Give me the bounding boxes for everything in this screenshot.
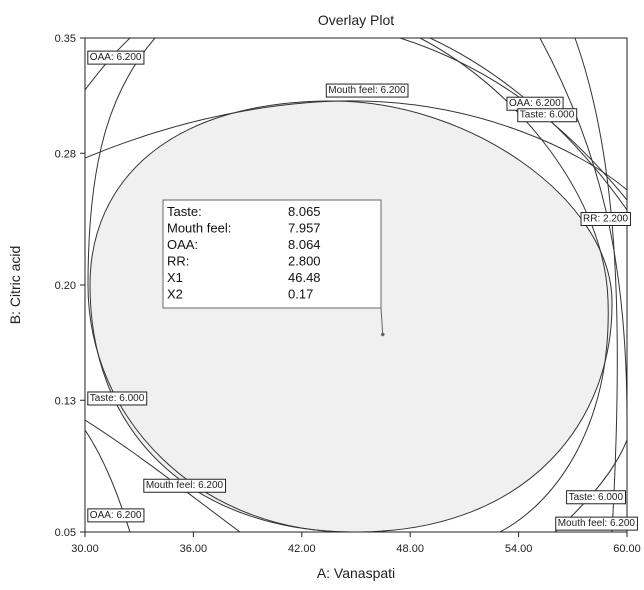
contour-label-text: OAA: 6.200 xyxy=(90,52,142,63)
info-row-value: 2.800 xyxy=(288,254,321,269)
contour-label: Mouth feel: 6.200 xyxy=(555,516,638,531)
info-row-name: X2 xyxy=(167,287,183,302)
y-tick-label: 0.28 xyxy=(55,148,76,160)
contour-rr-right xyxy=(574,38,618,532)
contour-label-text: Taste: 6.000 xyxy=(90,393,145,404)
x-tick-label: 42.00 xyxy=(288,543,316,555)
x-tick-label: 30.00 xyxy=(71,543,99,555)
info-leader-line xyxy=(380,307,384,335)
contour-label-box xyxy=(143,478,227,493)
contour-taste-ellipse xyxy=(87,38,609,532)
contour-label: Taste: 6.000 xyxy=(87,391,148,406)
selected-point-group: Taste: 8.065 Mouth feel: 7.957 OAA: 8.064 RR: 2… xyxy=(162,199,385,337)
contour-label-box xyxy=(87,391,148,406)
info-row-value: 7.957 xyxy=(288,221,321,236)
selected-point[interactable] xyxy=(380,332,385,337)
contour-label-box xyxy=(87,508,145,523)
info-row-name: Taste: xyxy=(167,204,202,219)
y-tick-label: 0.35 xyxy=(55,33,76,45)
contour-label-box xyxy=(555,516,638,531)
contour-label-text: Mouth feel: 6.200 xyxy=(558,518,636,529)
contour-label: OAA: 6.200 xyxy=(87,508,145,523)
contour-label-text: Mouth feel: 6.200 xyxy=(328,85,406,96)
x-tick-label: 36.00 xyxy=(180,543,208,555)
info-row-name: Mouth feel: xyxy=(167,221,231,236)
info-row-value: 8.065 xyxy=(288,204,321,219)
y-tick-label: 0.20 xyxy=(55,280,76,292)
y-axis: 0.05 0.13 0.20 0.28 0.35 xyxy=(55,33,85,539)
x-tick-label: 48.00 xyxy=(396,543,424,555)
contour-rr-right-2 xyxy=(539,38,627,421)
contour-label: Mouth feel: 6.200 xyxy=(325,83,409,98)
x-tick-label: 60.00 xyxy=(613,543,641,555)
y-tick-label: 0.13 xyxy=(55,395,76,407)
contour-label: Taste: 6.000 xyxy=(566,490,626,505)
contour-label: Mouth feel: 6.200 xyxy=(143,478,227,493)
x-axis: 30.00 36.00 42.00 48.00 54.00 60.00 xyxy=(71,532,641,555)
contour-label-text: RR: 2.200 xyxy=(583,213,628,224)
contour-label: OAA: 6.200 xyxy=(87,50,145,65)
info-row-name: RR: xyxy=(167,254,189,269)
info-box xyxy=(162,199,382,309)
chart-title: Overlay Plot xyxy=(318,12,394,28)
y-axis-title: B: Citric acid xyxy=(7,246,23,325)
contour-label-box xyxy=(87,50,145,65)
contour-label-text: OAA: 6.200 xyxy=(90,510,142,521)
contour-label-text: OAA: 6.200 xyxy=(509,98,561,109)
contour-label-box xyxy=(517,108,578,123)
x-tick-label: 54.00 xyxy=(505,543,533,555)
contour-mouthfeel-top xyxy=(85,100,627,191)
info-row-name: X1 xyxy=(167,270,183,285)
contour-mouthfeel-bottom-left xyxy=(85,419,241,532)
y-tick-label: 0.05 xyxy=(55,527,76,539)
contour-label-box xyxy=(566,490,626,505)
x-axis-title: A: Vanaspati xyxy=(317,565,395,581)
contour-label-text: Mouth feel: 6.200 xyxy=(146,480,224,491)
info-row-value: 46.48 xyxy=(288,270,321,285)
contour-label-text: Taste: 6.000 xyxy=(569,492,624,503)
info-row-value: 8.064 xyxy=(288,237,321,252)
feasible-region xyxy=(89,100,613,532)
contour-label-box xyxy=(580,211,631,226)
contour-label: RR: 2.200 xyxy=(580,211,631,226)
contour-label-box xyxy=(325,83,409,98)
contour-label-text: Taste: 6.000 xyxy=(520,110,575,121)
info-row-value: 0.17 xyxy=(288,287,313,302)
info-row-name: OAA: xyxy=(167,237,198,252)
contour-label: Taste: 6.000 xyxy=(517,108,578,123)
